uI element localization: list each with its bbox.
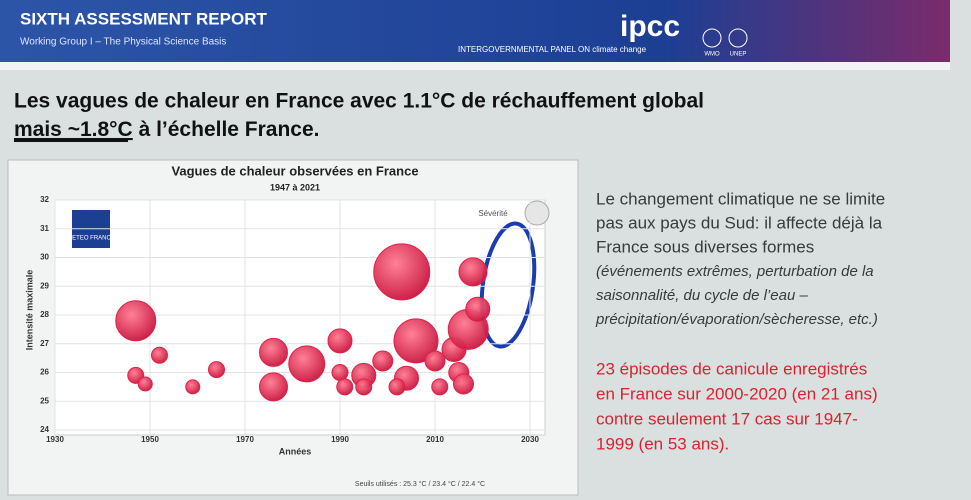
unep-logo (728, 28, 748, 48)
bubble (185, 379, 201, 395)
ipcc-tagline: INTERGOVERNMENTAL PANEL ON climate chang… (458, 45, 647, 54)
bubble (208, 361, 225, 379)
y-tick-label: 25 (40, 396, 49, 405)
ipcc-logo: ipcc (620, 10, 680, 43)
header-bar (0, 0, 950, 62)
bubble (373, 243, 431, 301)
paragraph-line: saisonnalité, du cycle de l’eau – (596, 287, 808, 304)
paragraph-line: 23 épisodes de canicule enregistrés (596, 359, 867, 378)
chart-title: Vagues de chaleur observées en France (171, 163, 418, 178)
x-tick-label: 2030 (521, 435, 539, 444)
size-legend-icon (524, 200, 550, 226)
bubble (372, 350, 394, 372)
meteo-logo-text: METEO FRANCE (67, 236, 115, 242)
bubble (336, 378, 354, 396)
y-tick-label: 31 (40, 224, 49, 233)
y-tick-label: 28 (40, 310, 49, 319)
plot: 24 25 26 27 28 29 30 31 32 1930 1950 1970 1990 2010 20… (40, 195, 545, 444)
y-tick-label: 24 (40, 425, 49, 434)
header-rule (0, 62, 950, 70)
wmo-logo (702, 28, 722, 48)
footnote: Seuils utilisés : 25.3 °C / 23.4 °C / 22… (355, 480, 485, 488)
bubble (137, 376, 153, 392)
y-tick-label: 26 (40, 368, 49, 377)
bubble (259, 372, 288, 402)
right-text: Le changement climatique ne se limite pas… (595, 189, 885, 453)
y-tick-label: 27 (40, 339, 49, 348)
paragraph-line: pas aux pays du Sud: il affecte déjà la (596, 213, 883, 232)
x-tick-label: 1970 (236, 435, 254, 444)
bubble (331, 364, 349, 381)
bubble (288, 345, 326, 383)
y-tick-label: 32 (40, 195, 49, 204)
bubble (355, 378, 373, 396)
bubble (393, 318, 439, 364)
paragraph-line: précipitation/évaporation/sècheresse, et… (595, 311, 878, 328)
paragraph-line: (événements extrêmes, perturbation de la (596, 263, 874, 280)
report-subtitle: Working Group I – The Physical Science B… (20, 37, 226, 48)
paragraph-line: France sous diverses formes (596, 237, 814, 256)
bubble (388, 378, 406, 396)
x-tick-label: 2010 (426, 435, 444, 444)
bubble (465, 296, 491, 322)
chart-subtitle: 1947 à 2021 (270, 182, 320, 192)
x-tick-label: 1990 (331, 435, 349, 444)
size-legend-label: Sévérité (478, 209, 508, 218)
x-tick-label: 1950 (141, 435, 159, 444)
slide-title-rest: à l’échelle France. (133, 118, 320, 141)
y-tick-label: 30 (40, 253, 49, 262)
bubble (151, 346, 168, 364)
wmo-text: WMO (704, 52, 720, 58)
y-axis-label: Intensité maximale (24, 270, 34, 351)
bubble (327, 328, 353, 354)
paragraph-line: 1999 (en 53 ans). (596, 434, 729, 453)
x-axis-label: Années (279, 446, 312, 456)
slide-title: Les vagues de chaleur en France avec 1.1… (14, 90, 704, 113)
paragraph-line: contre seulement 17 cas sur 1947- (596, 409, 858, 428)
report-title: SIXTH ASSESSMENT REPORT (20, 9, 267, 28)
bubble (453, 373, 474, 395)
bubble (424, 350, 446, 372)
bubble (115, 300, 157, 342)
y-tick-label: 29 (40, 281, 49, 290)
x-tick-label: 1930 (46, 435, 64, 444)
unep-text: UNEP (730, 52, 747, 58)
bubble (458, 257, 488, 287)
paragraph-line: Le changement climatique ne se limite (596, 189, 885, 208)
slide-title-underlined: mais ~1.8°C (14, 118, 133, 141)
bubble (431, 378, 449, 396)
paragraph-line: en France sur 2000-2020 (en 21 ans) (596, 384, 878, 403)
bubble (259, 337, 288, 367)
slide-title-2: mais ~1.8°C à l’échelle France. (14, 118, 320, 141)
